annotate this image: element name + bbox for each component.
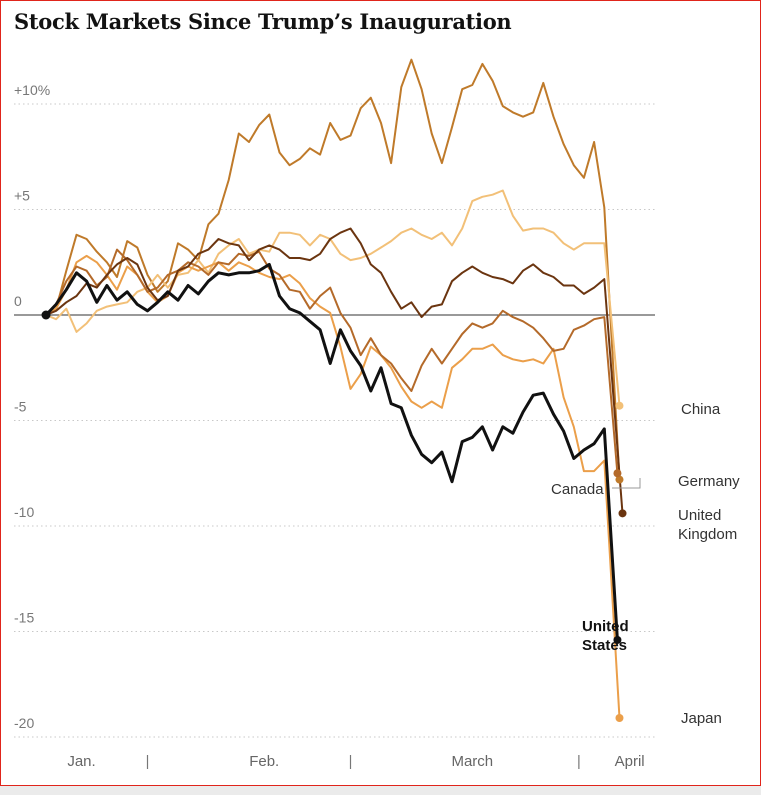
end-marker-united-states [613,635,622,644]
y-tick-label: -20 [14,715,34,731]
series-line-united-kingdom [45,227,624,515]
end-marker-united-kingdom [618,509,627,518]
label-uk-line2: Kingdom [678,526,737,543]
series-lines [44,58,624,719]
series-end-markers [41,310,627,723]
x-axis: Jan. Feb. March April [67,753,644,770]
y-axis-ticks: +10% +5 0 -5 -10 -15 -20 [14,82,50,731]
x-tick-label: April [615,753,645,770]
x-tick-label: March [451,753,493,770]
y-tick-label: +10% [14,82,50,98]
bottom-strip [0,786,761,795]
y-tick-label: -5 [14,399,27,415]
series-labels: China Germany Canada United Kingdom Unit… [551,401,740,727]
series-line-japan [45,254,621,719]
label-us-line1: United [582,618,629,635]
end-marker-germany [615,475,624,484]
y-tick-label: -10 [14,504,34,520]
series-line-canada [45,248,619,475]
label-us-line2: States [582,637,627,654]
series-line-germany [45,58,621,481]
label-germany: Germany [678,473,740,490]
series-line-united-states [44,262,619,642]
label-japan: Japan [681,710,722,727]
label-uk-line1: United [678,507,721,524]
label-canada: Canada [551,481,604,498]
start-marker [41,310,51,320]
y-tick-label: +5 [14,188,30,204]
end-marker-china [615,401,624,410]
label-china: China [681,401,721,418]
end-marker-japan [615,714,624,723]
x-tick-label: Feb. [249,753,279,770]
canada-leader-line [612,478,641,489]
x-tick-label: Jan. [67,753,95,770]
y-tick-label: -15 [14,610,34,626]
end-marker-canada [613,469,622,478]
grid-lines [14,103,655,738]
chart-title: Stock Markets Since Trump’s Inauguration [14,9,512,34]
y-tick-label: 0 [14,293,22,309]
